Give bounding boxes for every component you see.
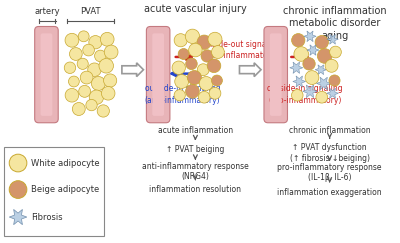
Circle shape	[325, 59, 338, 72]
FancyBboxPatch shape	[40, 33, 52, 116]
Circle shape	[294, 47, 308, 61]
Text: PVAT: PVAT	[80, 7, 101, 16]
Text: outside-in signaling
(anti-inflammatory): outside-in signaling (anti-inflammatory)	[145, 85, 220, 104]
Circle shape	[185, 29, 200, 43]
Circle shape	[80, 71, 93, 84]
Circle shape	[187, 70, 202, 85]
Circle shape	[9, 154, 27, 172]
Text: pro-inflammatory response
(IL-1β, IL-6): pro-inflammatory response (IL-1β, IL-6)	[277, 163, 382, 182]
Text: White adipocyte: White adipocyte	[31, 158, 100, 167]
Circle shape	[212, 75, 222, 86]
Circle shape	[172, 61, 186, 74]
Circle shape	[89, 35, 102, 49]
Text: artery: artery	[35, 7, 60, 16]
FancyBboxPatch shape	[35, 26, 58, 123]
Circle shape	[197, 64, 209, 76]
Text: Beige adipocyte: Beige adipocyte	[31, 185, 99, 194]
Circle shape	[316, 91, 328, 103]
Polygon shape	[315, 65, 326, 75]
Circle shape	[79, 85, 91, 97]
Circle shape	[97, 105, 110, 117]
Polygon shape	[327, 34, 338, 44]
Text: ↑ PVAT beiging: ↑ PVAT beiging	[166, 145, 224, 154]
Circle shape	[77, 58, 88, 69]
Circle shape	[101, 87, 115, 100]
Polygon shape	[304, 31, 316, 42]
Circle shape	[88, 63, 101, 77]
Polygon shape	[316, 77, 331, 90]
Circle shape	[68, 76, 79, 87]
Circle shape	[94, 50, 106, 62]
Polygon shape	[290, 62, 303, 73]
Text: anti-inflammatory response
(NRG4): anti-inflammatory response (NRG4)	[142, 162, 249, 182]
Circle shape	[86, 99, 97, 111]
Circle shape	[78, 31, 89, 42]
Circle shape	[212, 46, 224, 59]
Polygon shape	[307, 45, 319, 55]
Circle shape	[201, 50, 213, 62]
Circle shape	[199, 77, 213, 90]
Circle shape	[197, 35, 211, 49]
Circle shape	[9, 181, 27, 198]
Circle shape	[305, 71, 319, 85]
Circle shape	[303, 58, 315, 70]
Circle shape	[83, 44, 94, 56]
Circle shape	[89, 90, 104, 104]
Text: acute vascular injury: acute vascular injury	[144, 4, 247, 14]
Text: outside-in signaling
(pro-inflammatory): outside-in signaling (pro-inflammatory)	[267, 85, 343, 104]
Text: chronic inflammation: chronic inflammation	[289, 126, 370, 135]
Text: inflammation resolution: inflammation resolution	[149, 185, 241, 194]
FancyBboxPatch shape	[4, 147, 104, 236]
FancyBboxPatch shape	[264, 26, 288, 123]
Circle shape	[174, 34, 187, 47]
Circle shape	[208, 32, 222, 46]
Polygon shape	[303, 85, 317, 98]
Circle shape	[72, 103, 85, 115]
Circle shape	[104, 74, 117, 87]
Circle shape	[317, 49, 332, 63]
Circle shape	[178, 49, 189, 60]
Circle shape	[174, 90, 185, 101]
Circle shape	[65, 88, 79, 102]
Circle shape	[207, 59, 221, 73]
Circle shape	[99, 59, 114, 73]
Circle shape	[64, 62, 76, 73]
Text: inside-out signaling
(pro-inflammatory): inside-out signaling (pro-inflammatory)	[205, 40, 281, 60]
Text: ↑ PVAT dysfunction
(↑ fibrosis ↓beiging): ↑ PVAT dysfunction (↑ fibrosis ↓beiging)	[290, 143, 370, 163]
Circle shape	[100, 32, 114, 46]
Circle shape	[292, 34, 305, 47]
Circle shape	[70, 48, 82, 60]
Polygon shape	[293, 76, 306, 87]
FancyBboxPatch shape	[146, 26, 170, 123]
Circle shape	[186, 85, 199, 98]
Circle shape	[209, 87, 221, 99]
Circle shape	[175, 75, 188, 88]
Circle shape	[315, 35, 328, 49]
Circle shape	[330, 46, 341, 58]
FancyBboxPatch shape	[152, 33, 164, 116]
Circle shape	[104, 45, 118, 59]
Text: chronic inflammation
metabolic disorder
aging: chronic inflammation metabolic disorder …	[283, 6, 386, 41]
Text: acute inflammation: acute inflammation	[158, 126, 233, 135]
Circle shape	[198, 91, 210, 103]
Text: Fibrosis: Fibrosis	[31, 213, 62, 222]
Circle shape	[189, 43, 202, 57]
Circle shape	[92, 77, 105, 90]
FancyBboxPatch shape	[270, 33, 282, 116]
Circle shape	[329, 75, 340, 86]
Circle shape	[65, 33, 79, 47]
Polygon shape	[9, 209, 27, 225]
FancyArrow shape	[240, 63, 261, 77]
Circle shape	[186, 58, 197, 69]
FancyArrow shape	[122, 63, 144, 77]
Polygon shape	[327, 88, 338, 98]
Circle shape	[292, 89, 303, 101]
Text: inflammation exaggeration: inflammation exaggeration	[277, 188, 382, 197]
